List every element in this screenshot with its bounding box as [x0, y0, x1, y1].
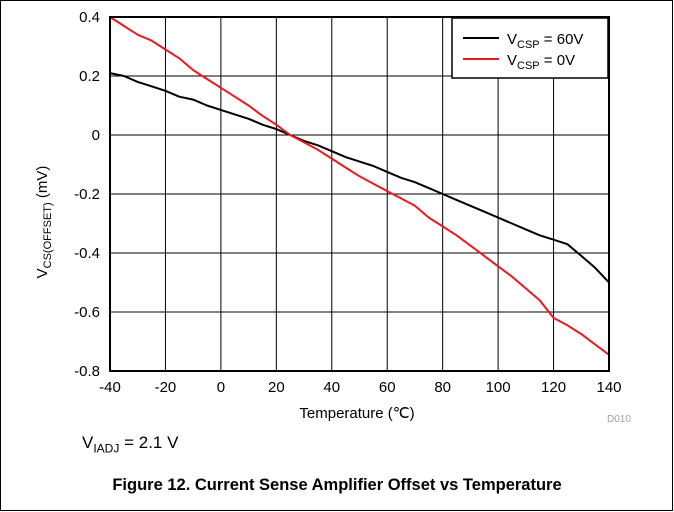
x-tick-label: 80 — [434, 379, 451, 396]
y-axis-label: VCS(OFFSET) (mV) — [34, 166, 54, 279]
series-line-1 — [109, 16, 610, 356]
legend-box — [451, 17, 609, 79]
line-chart: -0.8 -0.6 -0.4 -0.2 0 0.2 0.4 -40 -20 0 20 40 60 80 1… — [34, 9, 622, 422]
condition-note-sub: IADJ — [93, 441, 120, 456]
y-tick-label: 0 — [92, 127, 100, 144]
x-tick-label: -20 — [155, 379, 177, 396]
x-tick-label: 120 — [541, 379, 566, 396]
y-tick-label: -0.2 — [74, 186, 100, 203]
y-axis-label-unit: (mV) — [34, 166, 51, 203]
x-tick-label: 60 — [379, 379, 396, 396]
x-tick-label: 0 — [217, 379, 225, 396]
series-line-0 — [109, 72, 610, 284]
condition-note-main: V — [82, 433, 94, 452]
series-lines — [109, 16, 610, 356]
plot-area-border — [109, 16, 610, 372]
x-tick-label: 20 — [268, 379, 285, 396]
x-tick-labels: -40 -20 0 20 40 60 80 100 120 140 — [99, 379, 621, 396]
y-tick-label: -0.8 — [74, 363, 100, 380]
x-tick-label: 100 — [486, 379, 511, 396]
condition-note-rest: = 2.1 V — [119, 433, 179, 452]
legend-label-0v: VCSP = 0V — [507, 52, 575, 72]
y-tick-labels: -0.8 -0.6 -0.4 -0.2 0 0.2 0.4 — [74, 9, 100, 380]
x-tick-label: 40 — [323, 379, 340, 396]
figure-caption: Figure 12. Current Sense Amplifier Offse… — [112, 476, 562, 494]
y-tick-label: 0.4 — [79, 9, 100, 26]
x-tick-label: -40 — [99, 379, 121, 396]
y-tick-label: 0.2 — [79, 68, 100, 85]
legend-label-60v: VCSP = 60V — [507, 31, 583, 51]
y-axis-label-sub: CS(OFFSET) — [42, 202, 54, 268]
x-axis-label: Temperature (℃) — [299, 405, 414, 422]
y-tick-label: -0.4 — [74, 245, 100, 262]
y-axis-label-main: V — [34, 268, 51, 278]
figure-id-watermark: D010 — [607, 414, 631, 425]
legend: VCSP = 60V VCSP = 0V — [451, 17, 609, 79]
x-tick-label: 140 — [596, 379, 621, 396]
condition-note: VIADJ = 2.1 V — [82, 433, 178, 455]
y-tick-label: -0.6 — [74, 304, 100, 321]
